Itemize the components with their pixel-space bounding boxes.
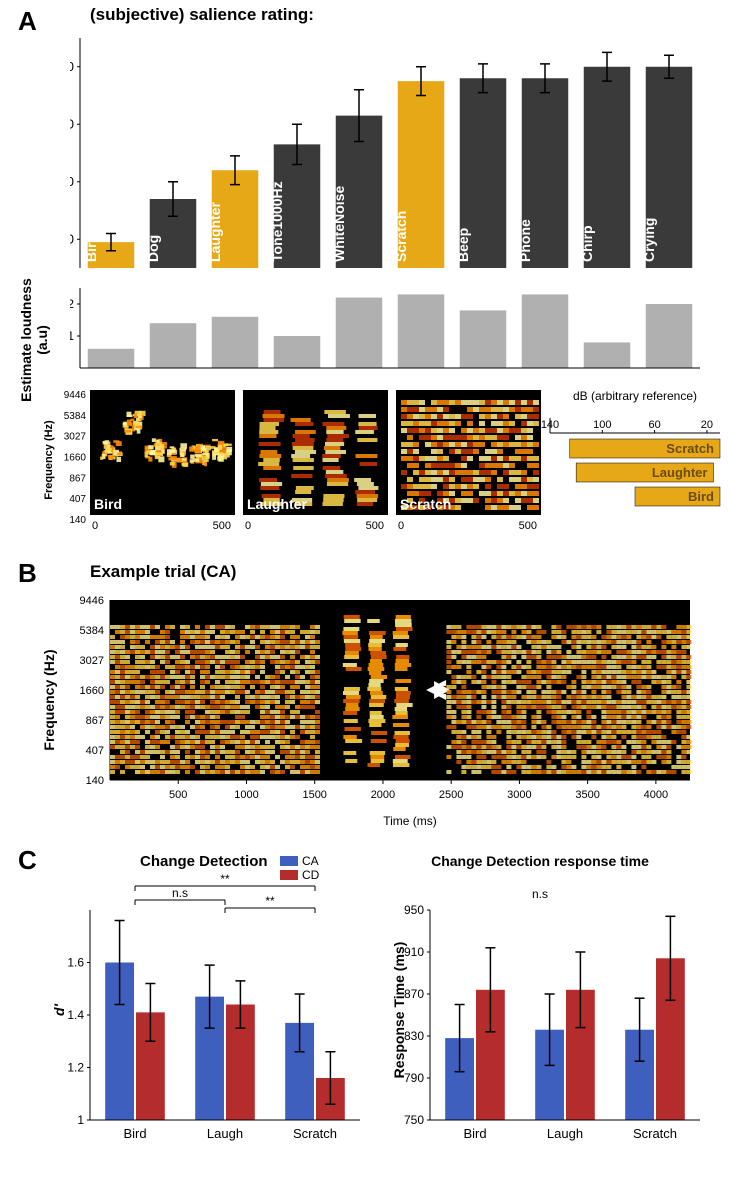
salience-bar-label: Bird (83, 234, 99, 262)
salience-bar-label: Tone1000Hz (269, 181, 285, 262)
svg-text:Laughter: Laughter (652, 465, 708, 480)
salience-bar-label: Dog (145, 235, 161, 262)
svg-text:1: 1 (70, 329, 74, 343)
svg-text:CA: CA (302, 854, 319, 868)
db-title: dB (arbitrary reference) (573, 389, 697, 403)
svg-text:2500: 2500 (439, 789, 463, 801)
svg-text:500: 500 (213, 520, 231, 532)
loudness-chart: 12 (70, 278, 710, 378)
svg-text:1.6: 1.6 (67, 956, 84, 970)
rt-chart: Change Detection response time n.s Bird L… (390, 850, 720, 1160)
svg-text:407: 407 (69, 494, 86, 505)
svg-text:500: 500 (169, 789, 187, 801)
svg-text:Laughter: Laughter (247, 496, 307, 512)
panel-c-label: C (18, 845, 37, 876)
svg-text:9446: 9446 (80, 595, 104, 607)
svg-text:Scratch: Scratch (293, 1126, 337, 1141)
salience-title: (subjective) salience rating: (90, 8, 314, 24)
rt-ylabel: Response Time (ms) (391, 942, 407, 1079)
rt-title: Change Detection response time (431, 853, 649, 869)
trial-spectrogram: Frequency (Hz) 140 407 867 1660 3027 5384 9446… (40, 590, 710, 830)
svg-text:830: 830 (404, 1029, 424, 1043)
svg-text:407: 407 (86, 745, 104, 757)
svg-text:1500: 1500 (302, 789, 326, 801)
svg-text:10: 10 (70, 231, 74, 246)
svg-text:140: 140 (69, 515, 86, 526)
db-chart: dB (arbitrary reference) 1401006020 Scra… (540, 388, 730, 518)
svg-text:9446: 9446 (64, 390, 87, 401)
salience-chart: (subjective) salience rating: Bird Dog Lau… (70, 8, 710, 278)
svg-text:3500: 3500 (575, 789, 599, 801)
svg-text:500: 500 (519, 520, 537, 532)
svg-text:4000: 4000 (644, 789, 668, 801)
svg-text:Scratch: Scratch (400, 496, 451, 512)
svg-text:Bird: Bird (463, 1126, 486, 1141)
svg-text:100: 100 (593, 419, 611, 431)
svg-text:140: 140 (86, 775, 104, 787)
dprime-title: Change Detection (140, 853, 268, 870)
spectrogram-row: Frequency (Hz) 140 407 867 1660 3027 5384 9446… (40, 380, 550, 550)
svg-text:0: 0 (398, 520, 404, 532)
svg-text:Scratch: Scratch (633, 1126, 677, 1141)
svg-text:2000: 2000 (371, 789, 395, 801)
svg-text:910: 910 (404, 945, 424, 959)
svg-text:1.2: 1.2 (67, 1061, 84, 1075)
svg-text:1660: 1660 (64, 453, 87, 464)
dprime-ylabel: d' (51, 1003, 67, 1016)
salience-bar-label: Laughter (207, 202, 223, 262)
svg-text:Bird: Bird (123, 1126, 146, 1141)
svg-text:n.s: n.s (172, 886, 188, 900)
spectrogram-bird: Bird 0 500 (90, 390, 235, 540)
svg-text:750: 750 (404, 1113, 424, 1127)
svg-text:70: 70 (70, 59, 74, 74)
svg-text:Bird: Bird (688, 489, 714, 504)
salience-bar-label: Beep (455, 228, 471, 262)
rt-ns: n.s (532, 887, 548, 901)
svg-text:3027: 3027 (80, 655, 104, 667)
svg-text:50: 50 (70, 116, 74, 131)
salience-bar-label: WhiteNoise (331, 186, 347, 262)
svg-text:870: 870 (404, 987, 424, 1001)
salience-bar-label: Phone (517, 219, 533, 262)
svg-text:60: 60 (648, 419, 660, 431)
svg-text:790: 790 (404, 1071, 424, 1085)
trial-xlabel: Time (ms) (383, 814, 437, 828)
panel-b-title: Example trial (CA) (90, 562, 236, 582)
svg-text:30: 30 (70, 174, 74, 189)
spectrogram-laughter: Laughter 0 500 (243, 390, 388, 540)
svg-text:1660: 1660 (80, 685, 104, 697)
panel-b-label: B (18, 558, 37, 589)
svg-text:0: 0 (92, 520, 98, 532)
svg-text:0: 0 (245, 520, 251, 532)
svg-text:Laugh: Laugh (207, 1126, 243, 1141)
salience-bar-label: Chirp (579, 225, 595, 262)
svg-text:867: 867 (69, 473, 86, 484)
salience-bar-label: Scratch (393, 211, 409, 262)
svg-text:5384: 5384 (64, 411, 87, 422)
svg-text:Laugh: Laugh (547, 1126, 583, 1141)
svg-text:867: 867 (86, 715, 104, 727)
svg-text:5384: 5384 (80, 625, 104, 637)
dprime-chart: Change Detection CACD Bird Laugh Scratch 1… (50, 850, 380, 1160)
svg-text:1: 1 (77, 1113, 84, 1127)
svg-text:**: ** (220, 872, 230, 886)
svg-text:3027: 3027 (64, 432, 87, 443)
svg-text:Bird: Bird (94, 496, 122, 512)
spectrogram-scratch: Scratch 0 500 (396, 390, 541, 540)
salience-bar-label: Crying (641, 218, 657, 262)
trial-ylabel: Frequency (Hz) (41, 649, 57, 750)
svg-text:**: ** (265, 894, 275, 908)
panel-a-label: A (18, 6, 37, 37)
svg-text:1.4: 1.4 (67, 1008, 84, 1022)
spec-ylabel: Frequency (Hz) (43, 420, 55, 500)
svg-text:950: 950 (404, 903, 424, 917)
svg-text:20: 20 (701, 419, 713, 431)
svg-text:3000: 3000 (507, 789, 531, 801)
svg-text:500: 500 (366, 520, 384, 532)
svg-text:1000: 1000 (234, 789, 258, 801)
svg-text:2: 2 (70, 297, 74, 311)
svg-text:CD: CD (302, 868, 320, 882)
svg-text:Scratch: Scratch (666, 441, 714, 456)
